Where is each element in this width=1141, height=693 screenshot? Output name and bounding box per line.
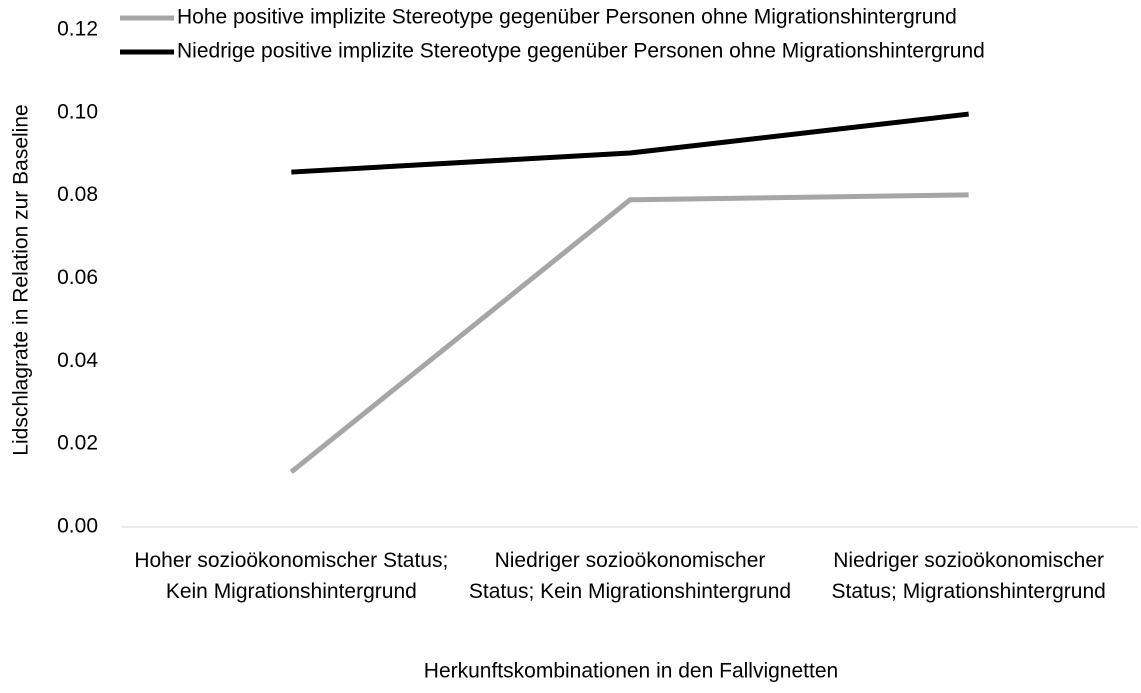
y-tick-label: 0.12 [57, 18, 98, 41]
legend-label: Hohe positive implizite Stereotype gegen… [177, 6, 957, 29]
y-tick-label: 0.06 [57, 266, 98, 289]
line-series [291, 111, 969, 175]
y-tick-label: 0.00 [57, 515, 98, 538]
line-series [289, 192, 969, 474]
y-tick-label: 0.08 [57, 183, 98, 206]
legend-label: Niedrige positive implizite Stereotype g… [177, 40, 985, 63]
y-tick-label: 0.02 [57, 432, 98, 455]
y-axis-label: Lidschlagrate in Relation zur Baseline [10, 104, 33, 455]
x-tick-label: Niedriger sozioökonomischer Status; Migr… [831, 549, 1106, 603]
y-tick-label: 0.10 [57, 100, 98, 123]
y-tick-label: 0.04 [57, 349, 98, 372]
x-tick-label: Hoher sozioökonomischer Status; Kein Mig… [134, 549, 449, 603]
x-axis-label: Herkunftskombinationen in den Fallvignet… [424, 660, 838, 683]
x-tick-label: Niedriger sozioökonomischer Status; Kein… [468, 549, 792, 603]
